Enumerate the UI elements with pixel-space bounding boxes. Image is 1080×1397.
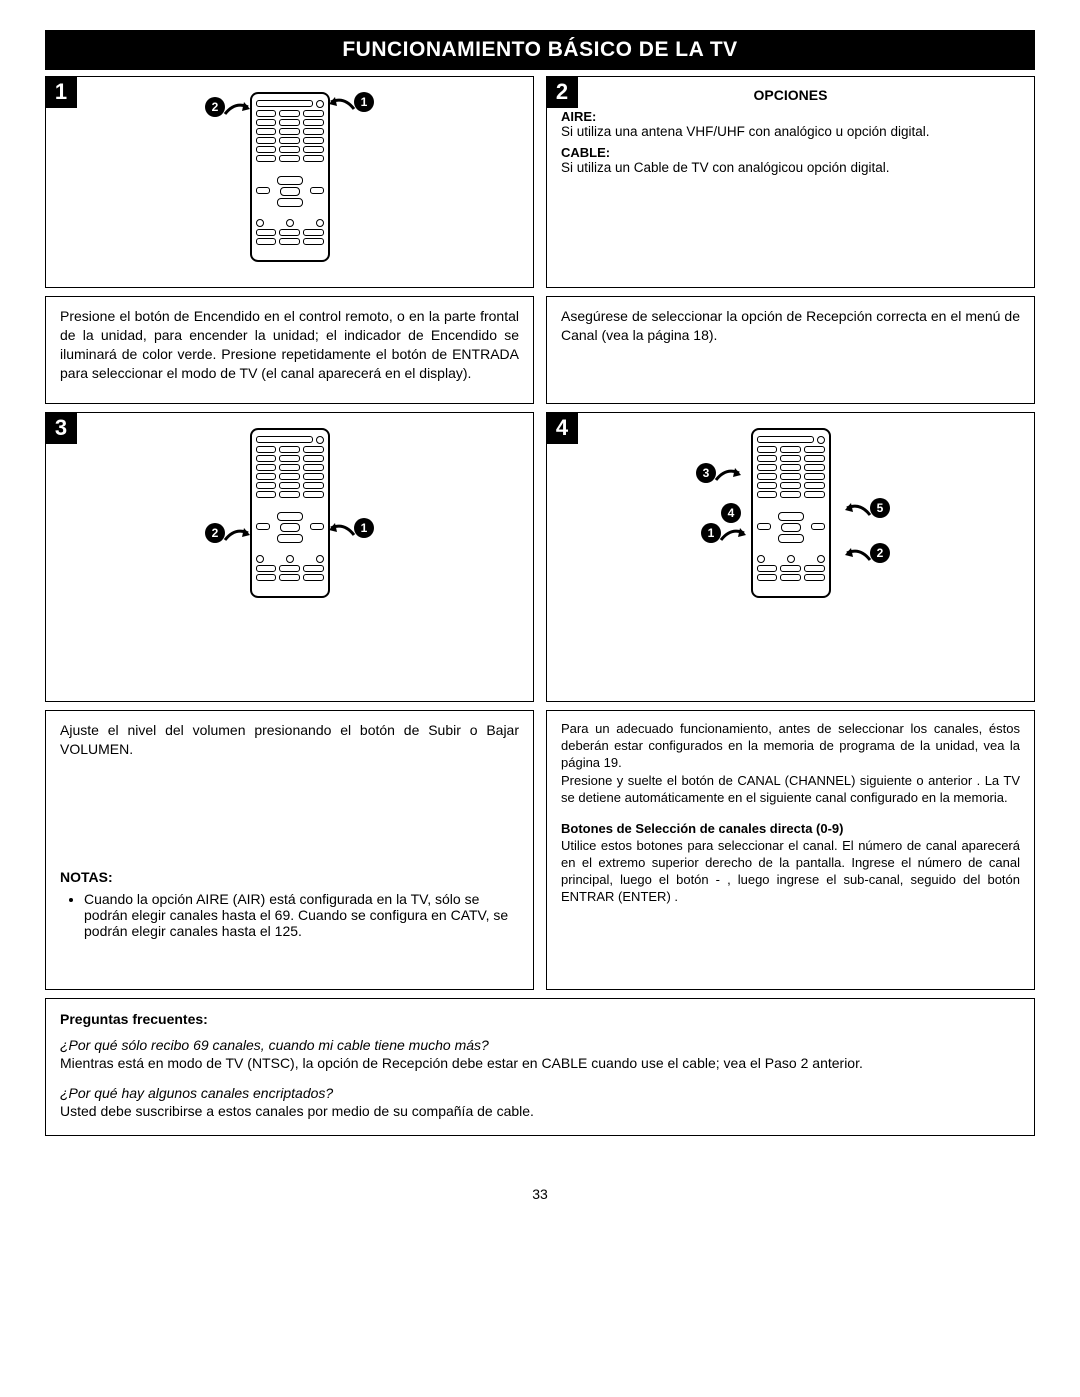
panel-2a: 2 OPCIONES AIRE: Si utiliza una antena V… (546, 76, 1035, 288)
arrow-icon (845, 545, 875, 565)
panel-1: 1 (45, 76, 534, 288)
panel-3-text: Ajuste el nivel del volumen presionando … (45, 710, 534, 990)
arrow-icon (329, 520, 359, 540)
step2b-text: Asegúrese de seleccionar la opción de Re… (561, 307, 1020, 345)
arrow-icon (220, 525, 250, 545)
arrow-icon (220, 99, 250, 119)
panel-4-text: Para un adecuado funcionamiento, antes d… (546, 710, 1035, 990)
notas-block: NOTAS: Cuando la opción AIRE (AIR) está … (60, 869, 519, 939)
panel-1-text: Presione el botón de Encendido en el con… (45, 296, 534, 404)
faq-title: Preguntas frecuentes: (60, 1011, 1020, 1027)
arrow-icon (711, 465, 741, 485)
arrow-icon (716, 525, 746, 545)
steps-grid: 1 (45, 76, 1035, 990)
step3-text: Ajuste el nivel del volumen presionando … (60, 721, 519, 759)
remote-icon (751, 428, 831, 598)
step4-p3: Utilice estos botones para seleccionar e… (561, 838, 1020, 906)
remote-icon (250, 92, 330, 262)
panel-4-img: 4 (546, 412, 1035, 702)
remote-icon (250, 428, 330, 598)
remote-diagram-3: 2 1 (60, 413, 519, 613)
notas-item: Cuando la opción AIRE (AIR) está configu… (84, 891, 519, 939)
faq-q2: ¿Por qué hay algunos canales encriptados… (60, 1085, 1020, 1101)
panel-3: 3 (45, 412, 534, 702)
cable-label: CABLE: (561, 145, 1020, 160)
remote-diagram-1: 2 1 (60, 77, 519, 277)
aire-text: Si utiliza una antena VHF/UHF con analóg… (561, 124, 1020, 139)
notas-label: NOTAS: (60, 869, 519, 885)
step4-sublabel: Botones de Selección de canales directa … (561, 821, 1020, 836)
remote-diagram-4: 3 4 5 1 2 (561, 413, 1020, 613)
step4-p1: Para un adecuado funcionamiento, antes d… (561, 721, 1020, 772)
arrow-icon (329, 94, 359, 114)
opciones-title: OPCIONES (561, 87, 1020, 103)
step4-p2: Presione y suelte el botón de CANAL (CHA… (561, 773, 1020, 807)
faq-box: Preguntas frecuentes: ¿Por qué sólo reci… (45, 998, 1035, 1136)
step-badge-2: 2 (546, 76, 578, 108)
panel-2b: Asegúrese de seleccionar la opción de Re… (546, 296, 1035, 404)
manual-page: FUNCIONAMIENTO BÁSICO DE LA TV 1 (0, 0, 1080, 1222)
cable-text: Si utiliza un Cable de TV con analógicou… (561, 160, 1020, 175)
aire-label: AIRE: (561, 109, 1020, 124)
page-number: 33 (45, 1186, 1035, 1202)
faq-a1: Mientras está en modo de TV (NTSC), la o… (60, 1055, 1020, 1071)
step1-text: Presione el botón de Encendido en el con… (60, 307, 519, 383)
arrow-icon (845, 500, 875, 520)
faq-q1: ¿Por qué sólo recibo 69 canales, cuando … (60, 1037, 1020, 1053)
callout-4: 4 (721, 503, 741, 523)
page-title-bar: FUNCIONAMIENTO BÁSICO DE LA TV (45, 30, 1035, 70)
faq-a2: Usted debe suscribirse a estos canales p… (60, 1103, 1020, 1119)
